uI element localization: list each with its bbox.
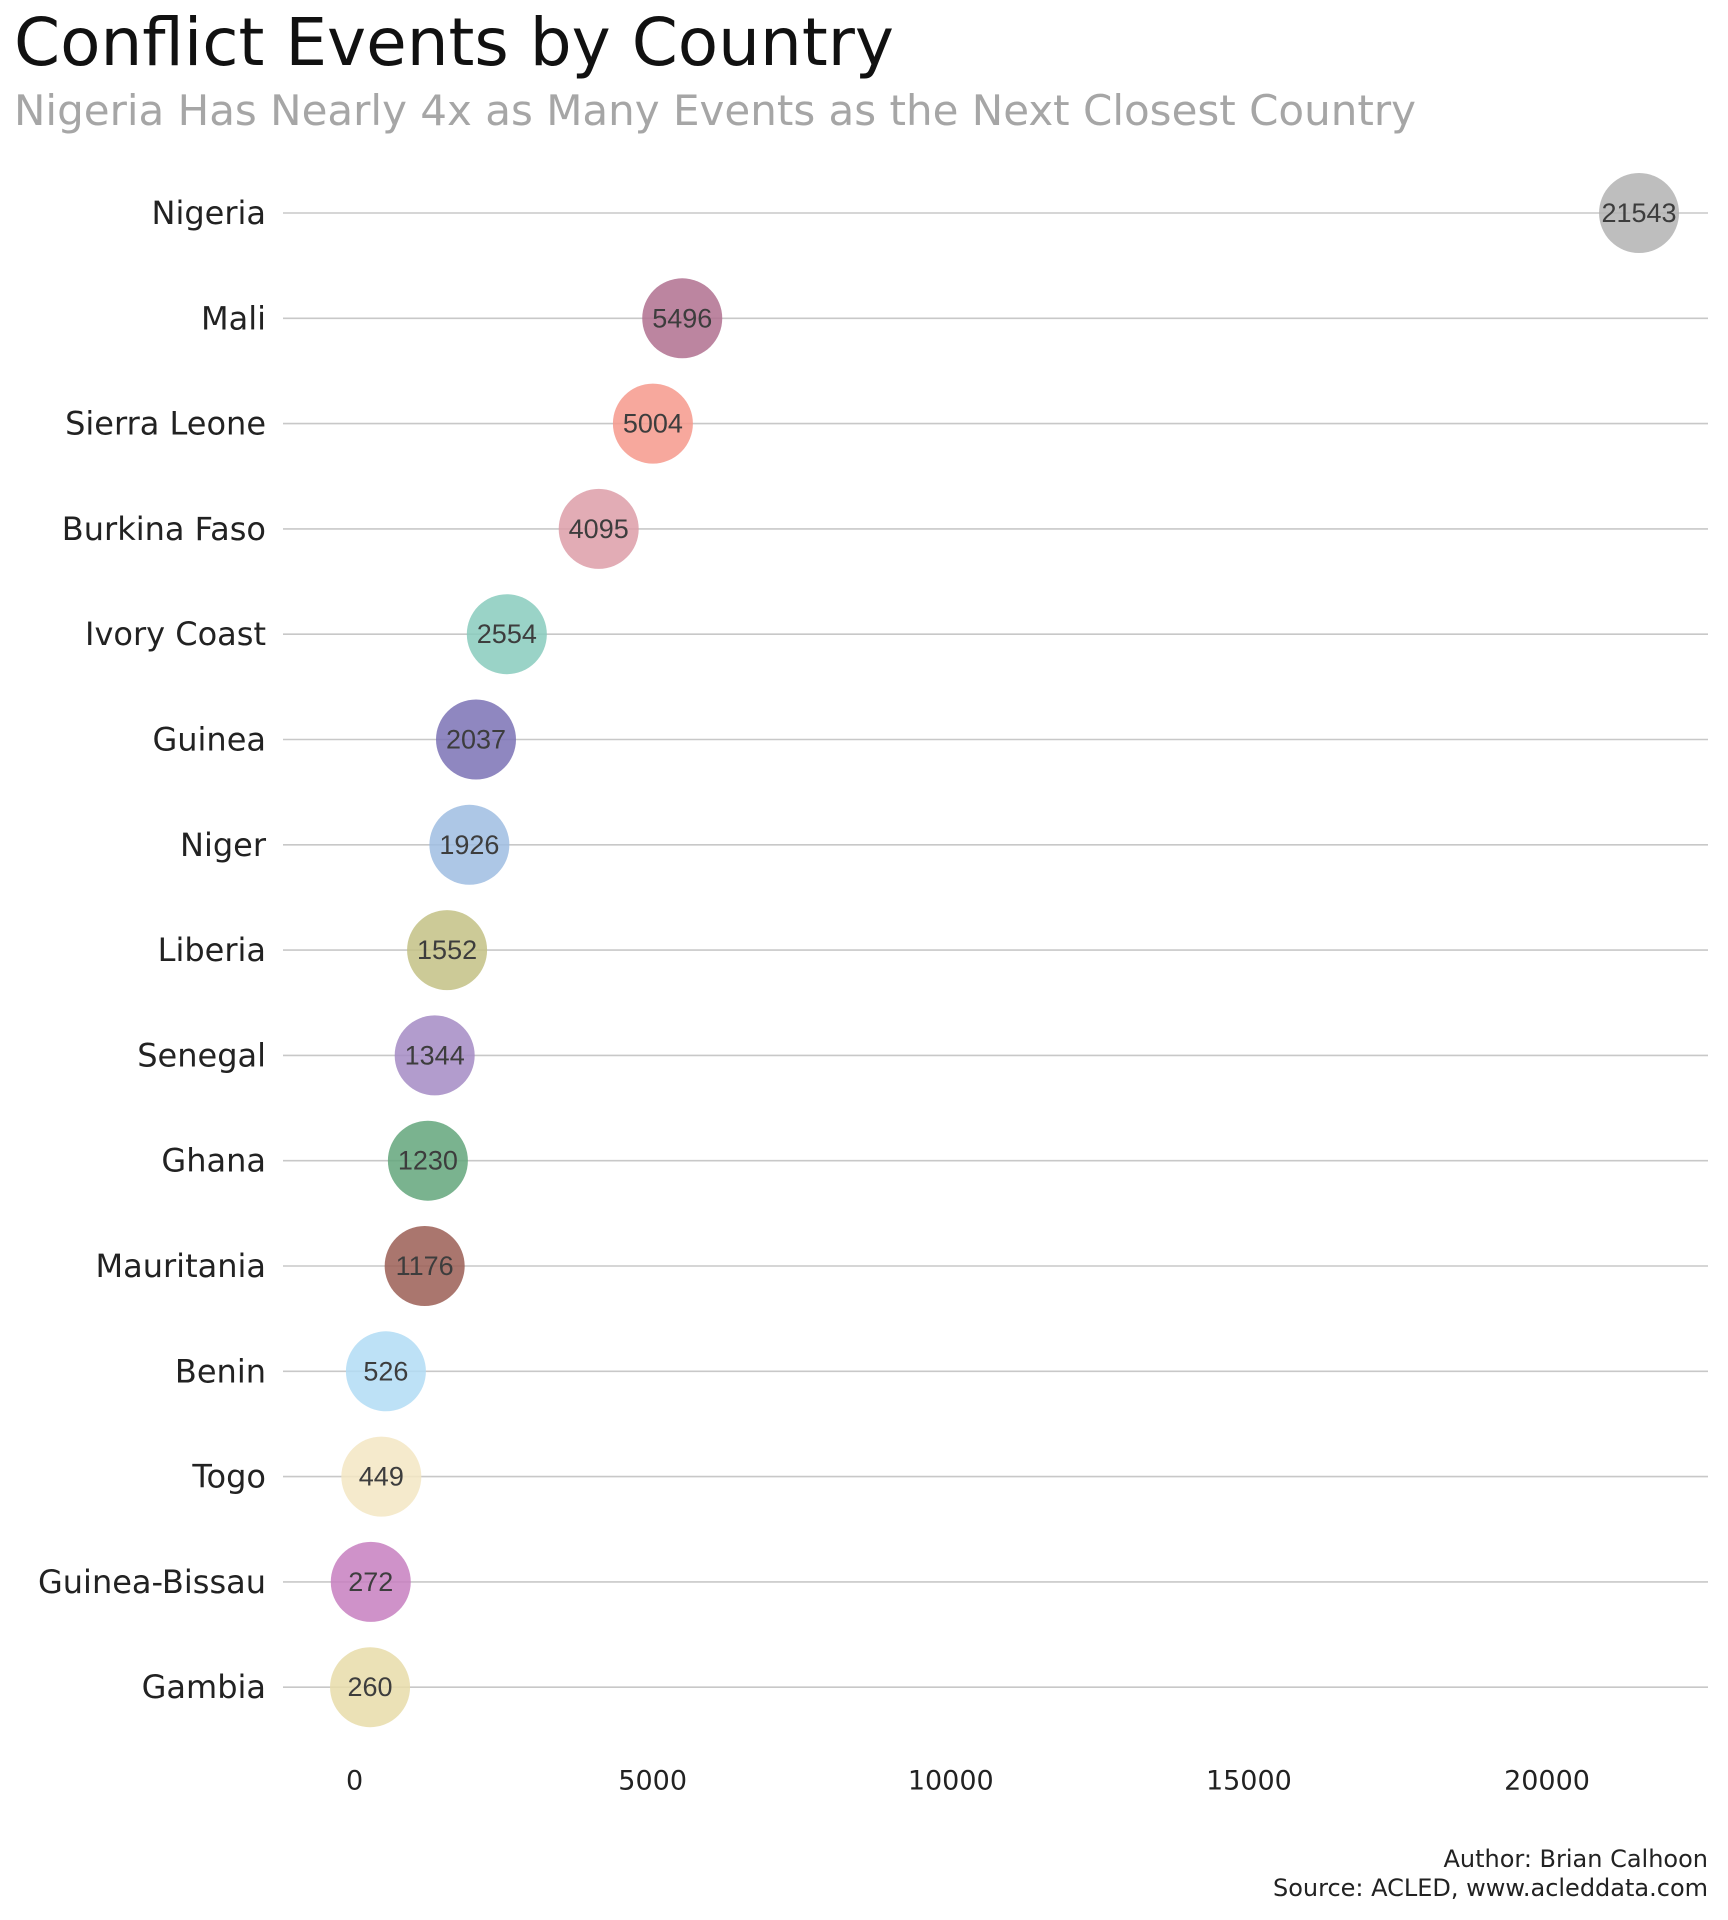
data-label: 2037 [446,725,506,755]
y-axis-label: Togo [191,1458,266,1496]
x-tick-label: 15000 [1206,1766,1292,1797]
x-tick-label: 5000 [618,1766,687,1797]
data-point [394,1015,475,1096]
y-axis-label: Gambia [142,1668,266,1706]
data-point [1599,173,1680,253]
data-point [345,1331,426,1412]
data-point [429,804,510,885]
data-label: 1176 [396,1251,454,1281]
data-point [407,910,488,991]
data-point [384,1226,465,1306]
data-point [330,1647,411,1728]
gridlines [283,212,1708,1688]
data-label: 2554 [477,619,537,649]
y-axis-label: Senegal [137,1036,266,1074]
data-label: 5496 [652,303,712,333]
data-point [558,488,639,569]
y-axis-label: Liberia [158,931,266,969]
x-axis-ticks: 0 5000 10000 15000 20000 [346,1766,1590,1797]
y-axis-label: Burkina Faso [62,510,266,548]
caption-author: Author: Brian Calhoon [1443,1845,1708,1873]
data-label: 1230 [398,1146,458,1176]
data-point [330,1541,411,1622]
data-label: 1926 [439,830,499,860]
x-tick-label: 20000 [1504,1766,1590,1797]
y-axis-label: Benin [175,1352,266,1390]
y-axis-label: Mauritania [96,1247,266,1285]
data-label: 449 [359,1462,404,1492]
x-tick-label: 10000 [908,1766,994,1797]
data-point [387,1120,468,1201]
y-axis-label: Guinea [152,721,266,759]
data-label: 4095 [569,514,629,544]
chart-title: Conflict Events by Country [14,4,894,81]
data-point [612,383,693,464]
y-axis-labels: Nigeria Mali Sierra Leone Burkina Faso Ivory… [38,194,267,1706]
data-point [341,1436,422,1517]
y-axis-label: Ghana [161,1142,266,1180]
caption-source: Source: ACLED, www.acleddata.com [1273,1874,1708,1902]
data-point [436,699,517,780]
data-point [466,594,547,675]
y-axis-label: Mali [201,299,266,337]
data-label: 1344 [405,1040,465,1070]
y-axis-label: Nigeria [152,194,266,232]
data-label: 21543 [1601,198,1676,228]
y-axis-label: Ivory Coast [85,615,266,653]
y-axis-label: Niger [180,826,267,864]
chart-subtitle: Nigeria Has Nearly 4x as Many Events as … [14,86,1416,135]
data-label: 260 [348,1672,393,1702]
data-label: 5004 [623,409,683,439]
data-label: 272 [348,1567,393,1597]
x-tick-label: 0 [346,1766,363,1797]
y-axis-label: Sierra Leone [65,405,266,443]
y-axis-label: Guinea-Bissau [38,1563,266,1601]
data-point [642,278,723,359]
data-label: 1552 [417,935,477,965]
data-points: 21543 5496 5004 4095 2554 2037 1926 1552 1344 123… [330,173,1680,1728]
data-label: 526 [363,1356,408,1386]
